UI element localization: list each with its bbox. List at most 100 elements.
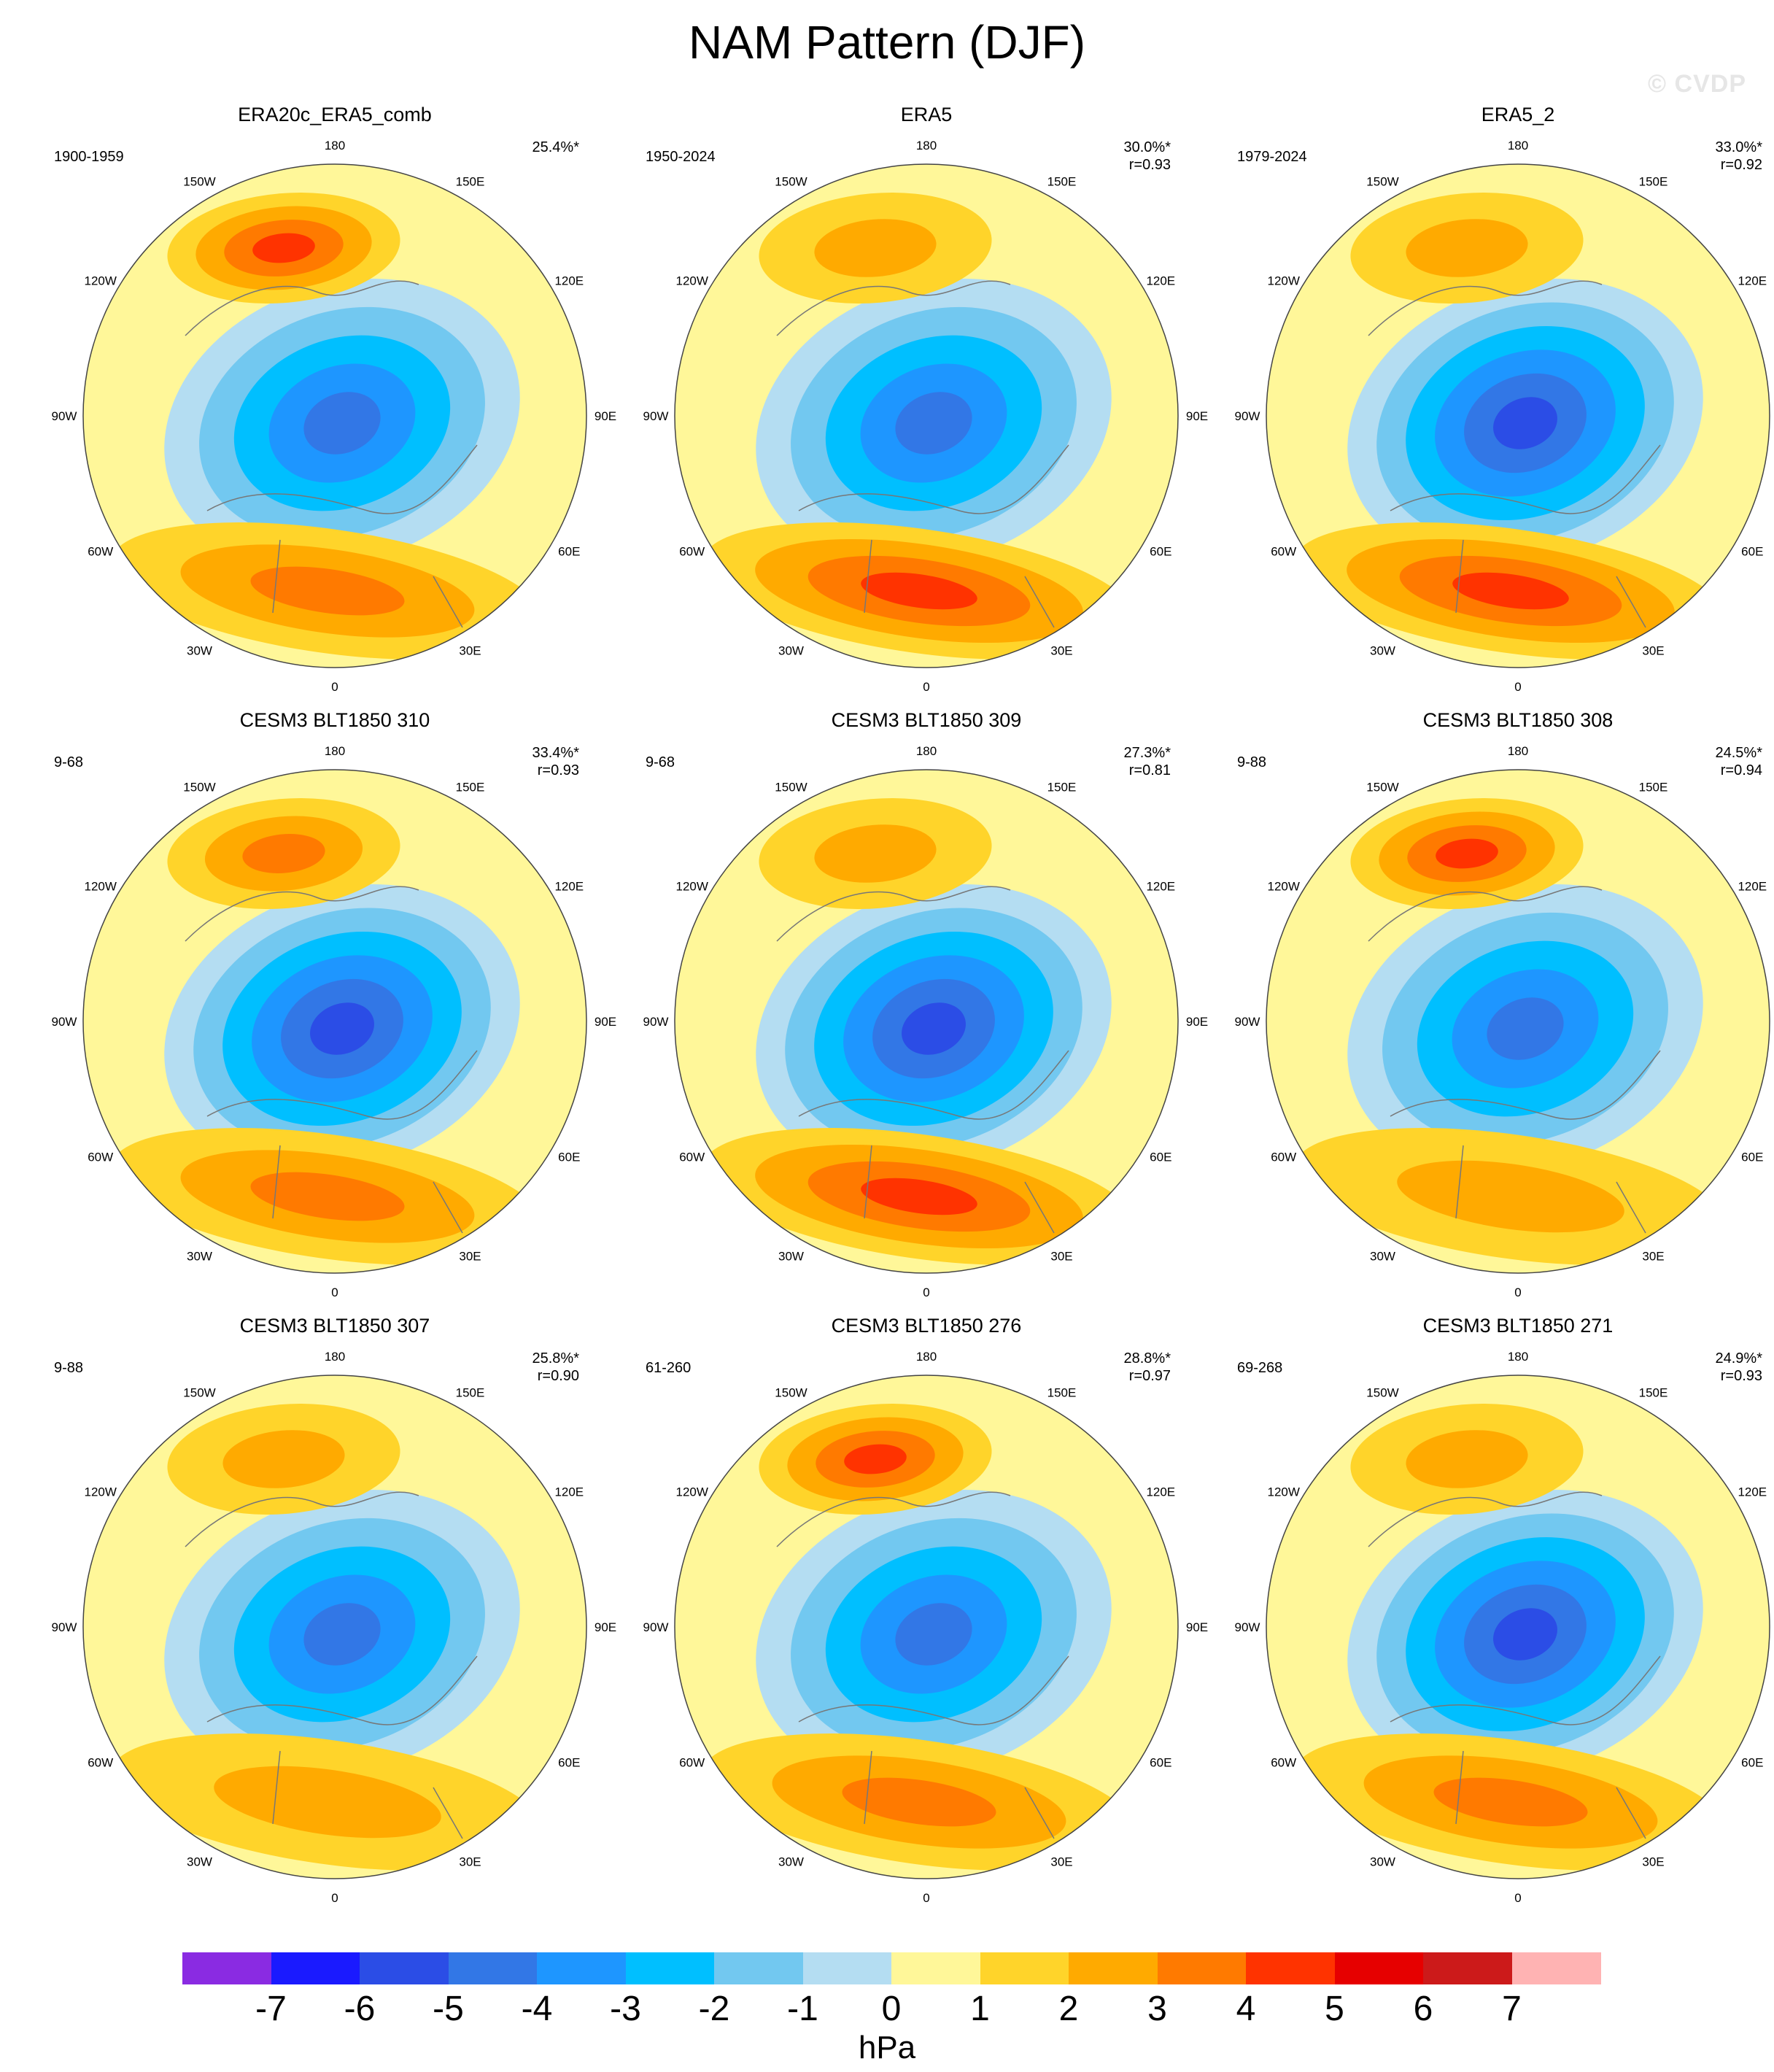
longitude-label: 120W — [84, 1485, 116, 1499]
panel-stats: 24.5%* r=0.94 — [1689, 744, 1763, 779]
longitude-label: 150E — [456, 1386, 485, 1400]
longitude-label: 60E — [558, 1756, 580, 1770]
contour-field — [675, 164, 1178, 668]
contour-field — [675, 770, 1178, 1273]
longitude-label: 120W — [1267, 274, 1299, 288]
longitude-label: 180 — [1508, 1350, 1528, 1364]
coastlines — [776, 886, 1069, 1234]
polar-trough-level — [303, 392, 381, 455]
longitude-label: 90W — [1235, 409, 1260, 423]
map-panel: ERA20c_ERA5_comb 1900-1959 25.4%* 180 150E 12… — [39, 102, 630, 694]
contour-field — [1266, 770, 1770, 1273]
longitude-label: 90E — [594, 1620, 616, 1634]
colorbar-tick-label: 6 — [1413, 1990, 1433, 2028]
panel-years: 1950-2024 — [646, 149, 716, 165]
longitude-label: 120W — [84, 274, 116, 288]
panel-stats: 25.4%* — [506, 139, 580, 156]
longitude-label: 90E — [1186, 1620, 1208, 1634]
colorbar-tick-label: -2 — [698, 1990, 730, 2028]
longitude-label: 30W — [778, 643, 804, 657]
longitude-label: 30E — [1050, 1249, 1072, 1263]
variance-explained: 25.8%* — [532, 1350, 580, 1366]
longitude-label: 150W — [1366, 175, 1398, 189]
longitude-label: 0 — [923, 680, 929, 694]
map-panel: CESM3 BLT1850 308 9-88 24.5%* r=0.94 180 150E… — [1223, 708, 1774, 1299]
colorbar-tick-label: -6 — [344, 1990, 376, 2028]
longitude-label: 120E — [1146, 880, 1175, 894]
pattern-correlation: r=0.94 — [1720, 762, 1762, 778]
contour-field — [1266, 164, 1770, 668]
longitude-label: 150W — [183, 1386, 215, 1400]
colorbar-bin — [980, 1952, 1069, 1984]
panel-years: 61-260 — [646, 1360, 692, 1376]
coastlines — [1368, 280, 1661, 628]
longitude-label: 90E — [1186, 1015, 1208, 1029]
longitude-label: 150E — [1639, 1386, 1668, 1400]
longitude-label: 60E — [558, 545, 580, 559]
longitude-label: 30W — [778, 1249, 804, 1263]
longitude-label: 180 — [916, 744, 937, 758]
longitude-label: 0 — [331, 680, 338, 694]
atlantic-ridge-level — [1397, 1160, 1624, 1233]
pattern-correlation: r=0.93 — [537, 762, 579, 778]
panel-title: CESM3 BLT1850 307 — [239, 1315, 430, 1337]
panel-stats: 33.0%* r=0.92 — [1689, 139, 1763, 174]
longitude-label: 60W — [88, 545, 113, 559]
longitude-label: 60W — [88, 1151, 113, 1164]
longitude-label: 150W — [183, 781, 215, 795]
longitude-label: 90W — [1235, 1015, 1260, 1029]
contour-field — [675, 1375, 1178, 1879]
longitude-label: 150E — [1047, 175, 1077, 189]
coastlines — [1368, 886, 1661, 1234]
longitude-label: 90W — [52, 1620, 77, 1634]
longitude-label: 90E — [1186, 409, 1208, 423]
map-border — [82, 163, 587, 668]
coastlines — [185, 886, 478, 1234]
polar-trough-level — [895, 392, 972, 455]
panel-title: ERA20c_ERA5_comb — [238, 104, 432, 125]
longitude-label: 60W — [1271, 1151, 1296, 1164]
longitude-label: 30E — [459, 1855, 481, 1868]
longitude-label: 90E — [594, 409, 616, 423]
map-border — [674, 1375, 1179, 1879]
longitude-label: 120W — [84, 880, 116, 894]
panel-stats: 33.4%* r=0.93 — [506, 744, 580, 779]
colorbar-bin — [448, 1952, 538, 1984]
longitude-label: 0 — [923, 1286, 929, 1299]
colorbar-bin — [271, 1952, 360, 1984]
map-panel: CESM3 BLT1850 307 9-88 25.8%* r=0.90 180 150E… — [39, 1313, 630, 1905]
longitude-label: 150W — [1366, 1386, 1398, 1400]
longitude-label: 90W — [52, 409, 77, 423]
colorbar-bin — [1246, 1952, 1335, 1984]
longitude-label: 30E — [459, 1249, 481, 1263]
longitude-label: 120E — [1738, 274, 1767, 288]
panel-years: 9-68 — [54, 754, 84, 770]
colorbar-bin — [891, 1952, 980, 1984]
pacific-ridge-level — [242, 834, 325, 873]
colorbar-tick-label: 5 — [1325, 1990, 1344, 2028]
longitude-label: 180 — [325, 1350, 345, 1364]
panel-title: ERA5 — [900, 104, 953, 125]
panel-title: CESM3 BLT1850 309 — [831, 709, 1022, 731]
longitude-label: 60W — [679, 545, 705, 559]
longitude-label: 60W — [679, 1756, 705, 1770]
longitude-label: 150E — [1639, 781, 1668, 795]
variance-explained: 27.3%* — [1123, 745, 1171, 761]
panel-title: CESM3 BLT1850 310 — [239, 709, 430, 731]
panel-title: CESM3 BLT1850 276 — [831, 1315, 1022, 1337]
longitude-label: 60W — [88, 1756, 113, 1770]
panel-stats: 27.3%* r=0.81 — [1098, 744, 1171, 779]
longitude-label: 30W — [1370, 1855, 1395, 1868]
longitude-label: 120W — [675, 274, 708, 288]
variance-explained: 24.5%* — [1715, 745, 1763, 761]
atlantic-ridge-level — [842, 1777, 996, 1827]
longitude-label: 60E — [1150, 545, 1171, 559]
longitude-label: 30E — [1050, 643, 1072, 657]
colorbar-units: hPa — [858, 2030, 916, 2065]
variance-explained: 25.4%* — [532, 139, 580, 155]
